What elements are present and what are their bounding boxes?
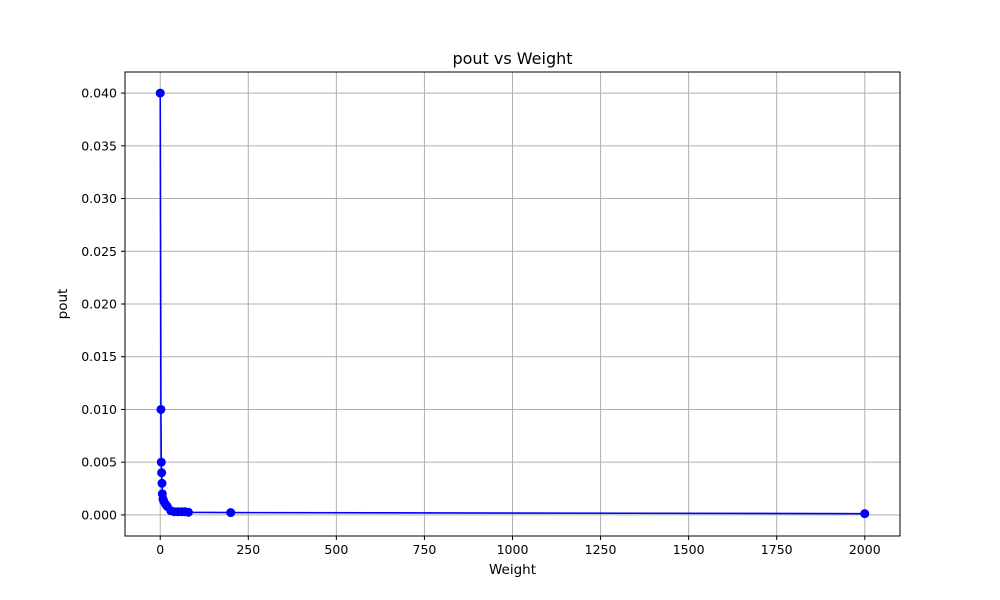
y-tick-label: 0.005 xyxy=(81,455,117,470)
x-tick-label: 1250 xyxy=(585,542,617,557)
x-tick-label: 1000 xyxy=(497,542,529,557)
y-axis-title: pout xyxy=(55,289,71,320)
y-tick-label: 0.010 xyxy=(81,402,117,417)
data-point xyxy=(156,457,166,467)
x-tick-label: 500 xyxy=(324,542,348,557)
x-tick-label: 1500 xyxy=(673,542,705,557)
data-point xyxy=(157,478,167,488)
y-tick-label: 0.020 xyxy=(81,297,117,312)
x-tick-label: 2000 xyxy=(849,542,881,557)
x-tick-label: 0 xyxy=(156,542,164,557)
series-layer xyxy=(155,88,870,519)
data-point xyxy=(226,508,236,518)
chart-title: pout vs Weight xyxy=(452,49,572,68)
x-tick-label: 1750 xyxy=(761,542,793,557)
y-tick-label: 0.030 xyxy=(81,191,117,206)
y-tick-label: 0.035 xyxy=(81,138,117,153)
y-tick-label: 0.000 xyxy=(81,507,117,522)
ticks: 0 250 500 750 1000 1250 1500 1750 2000 0.000 0.005… xyxy=(81,86,881,557)
data-point xyxy=(183,507,193,517)
data-point xyxy=(860,509,870,519)
data-point xyxy=(155,88,165,98)
y-tick-label: 0.040 xyxy=(81,86,117,101)
x-axis-title: Weight xyxy=(489,562,536,578)
x-tick-label: 750 xyxy=(413,542,437,557)
data-point xyxy=(157,468,167,478)
y-tick-label: 0.025 xyxy=(81,244,117,259)
data-point xyxy=(156,404,166,414)
grid xyxy=(125,72,900,536)
y-tick-label: 0.015 xyxy=(81,349,117,364)
x-tick-label: 250 xyxy=(236,542,260,557)
